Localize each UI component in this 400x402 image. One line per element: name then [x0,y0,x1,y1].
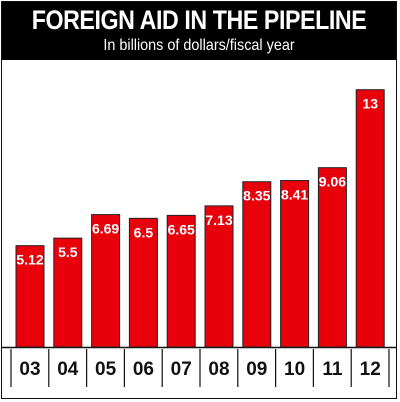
bar-06 [128,217,158,348]
bar-05 [91,214,121,348]
bar-value-label: 6.69 [92,221,119,237]
x-tick-label: 12 [360,359,381,380]
x-tick-label: 07 [171,359,192,380]
bar-value-label: 8.41 [281,187,308,203]
bar-value-label: 8.35 [243,188,270,204]
bar-value-label: 5.12 [16,252,43,268]
bar-08 [204,205,234,348]
bar-value-label: 6.5 [134,224,154,240]
bar-value-label: 5.5 [58,244,78,260]
x-tick-label: 04 [57,359,79,380]
bar-04 [53,237,83,348]
x-tick-label: 10 [284,359,305,380]
chart-header: FOREIGN AID IN THE PIPELINE In billions … [2,2,396,60]
bar-12 [355,89,385,348]
x-tick-label: 03 [19,359,40,380]
bar-10 [280,180,310,348]
bar-09 [242,181,272,348]
bar-07 [166,214,196,348]
bar-value-label: 13 [362,96,378,112]
x-tick-label: 06 [133,359,154,380]
chart-subtitle: In billions of dollars/fiscal year [103,37,295,54]
bar-chart: 5.12 03 5.5 04 6.69 05 6.5 06 6.65 07 7.13 08 8.35 09… [2,89,396,387]
bar-03 [15,245,45,348]
x-tick-label: 09 [246,359,267,380]
chart-title: FOREIGN AID IN THE PIPELINE [31,5,367,35]
bar-value-label: 7.13 [205,212,232,228]
x-tick-label: 05 [95,359,117,380]
bar-11 [317,167,347,348]
bar-value-label: 9.06 [319,174,346,190]
bar-value-label: 6.65 [168,221,195,237]
x-tick-label: 11 [322,359,343,380]
x-tick-label: 08 [208,359,229,380]
